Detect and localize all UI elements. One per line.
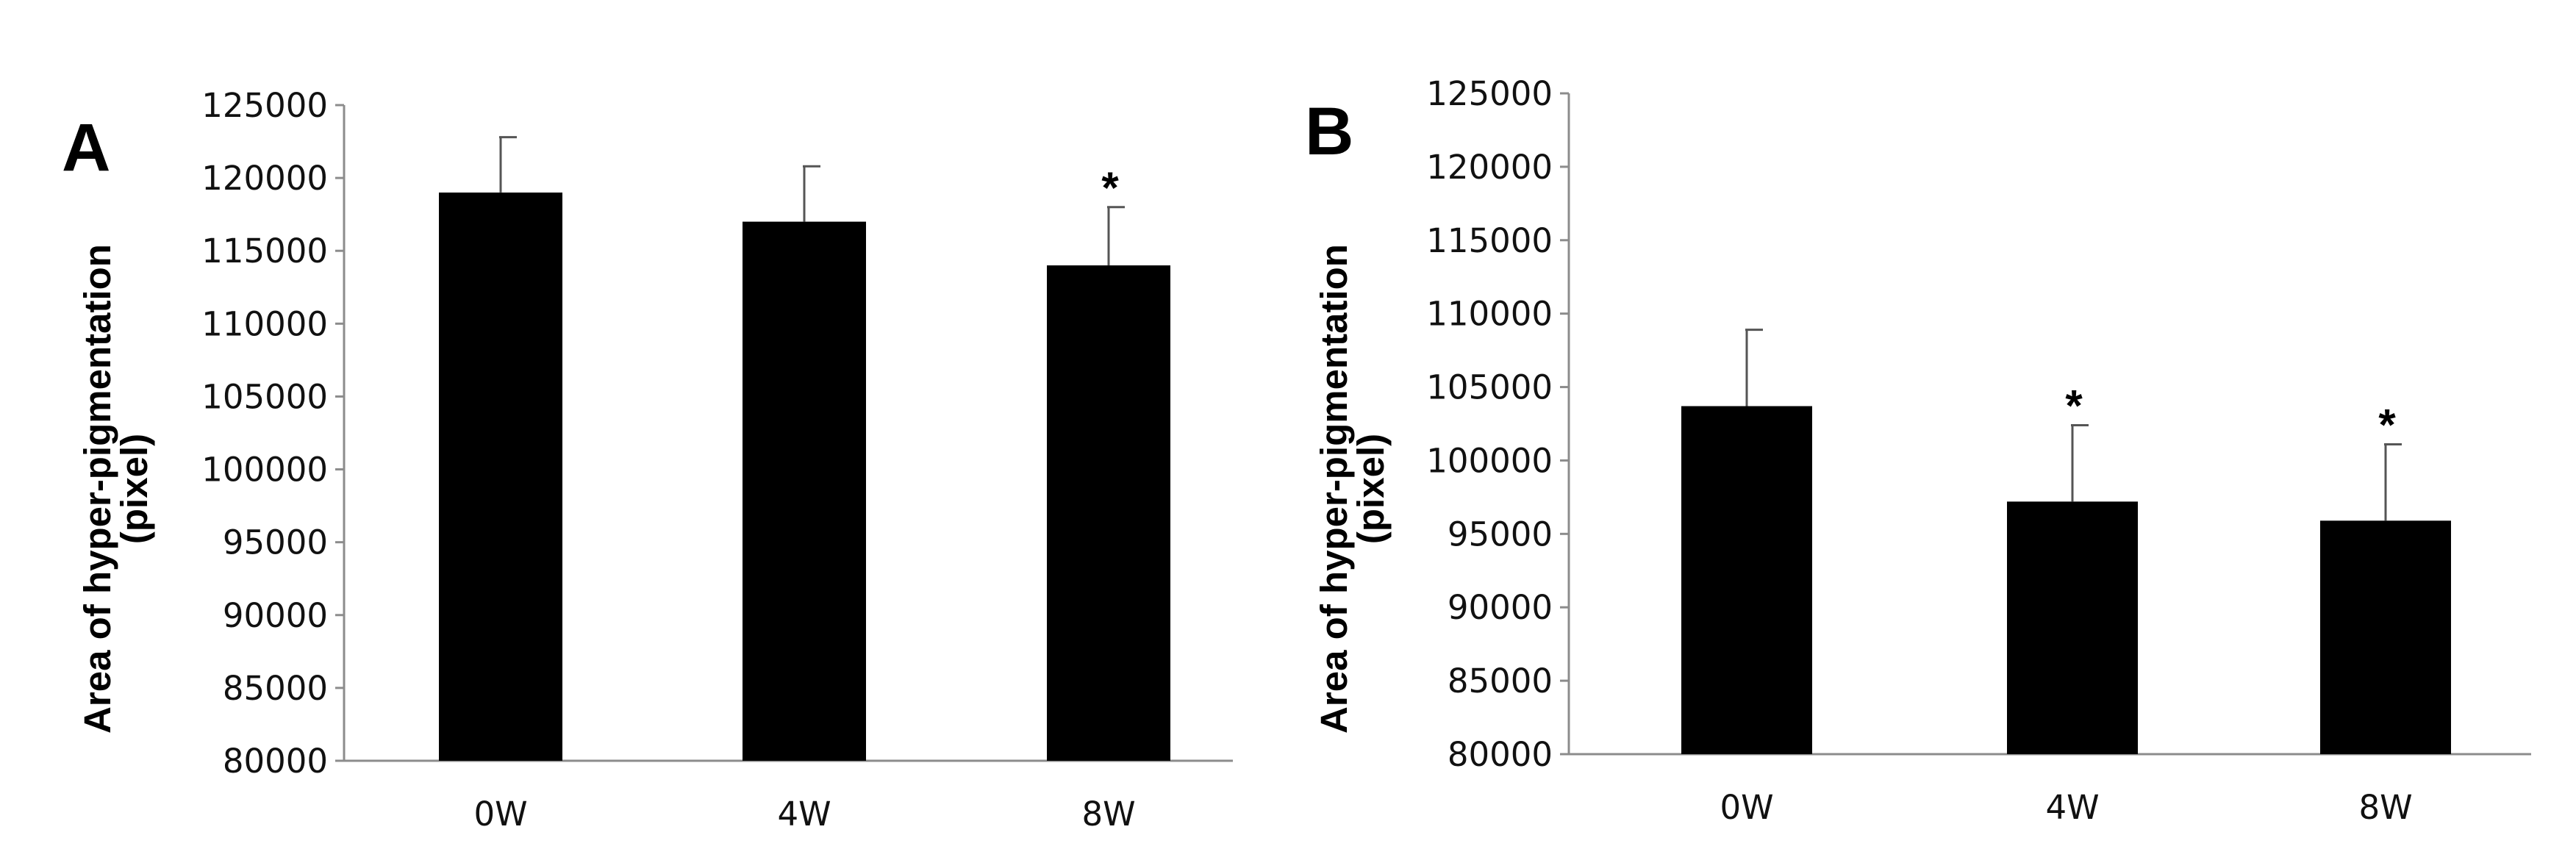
panel-b-y-tick-label: 95000 — [1448, 515, 1553, 553]
panel-a-y-tick-label: 90000 — [223, 596, 328, 635]
panel-a-bar-0w — [439, 192, 562, 761]
panel-b-y-tick-label: 125000 — [1426, 74, 1553, 113]
panel-b-y-tick-label: 110000 — [1426, 295, 1553, 334]
panel-b-y-tick-label: 80000 — [1448, 735, 1553, 774]
panel-b-plot-area: 80000 85000 90000 95000 100000 105000 110000 11… — [1426, 74, 2531, 827]
panel-b-x-tick-label: 0W — [1720, 788, 1773, 827]
panel-b-x-tick-label: 4W — [2045, 788, 2099, 827]
panel-a-letter: A — [62, 110, 110, 185]
panel-b-y-tick-label: 120000 — [1426, 148, 1553, 187]
panel-a-bar-8w — [1047, 265, 1170, 761]
panel-b-chart: B Area of hyper-pigmentation (pixel) 800… — [1305, 74, 2531, 827]
panel-a-y-axis-title: Area of hyper-pigmentation — [76, 244, 118, 734]
panel-a-y-tick-label: 125000 — [201, 86, 328, 125]
panel-b-x-tick-label: 8W — [2358, 788, 2412, 827]
panel-b-y-tick-label: 105000 — [1426, 368, 1553, 407]
panel-b-bar-0w — [1681, 406, 1812, 754]
panel-a-y-tick-label: 110000 — [201, 304, 328, 343]
panel-a-y-tick-label: 85000 — [223, 669, 328, 708]
panel-a-chart: A Area of hyper-pigmentation (pixel) 800… — [62, 86, 1233, 834]
panel-b-y-tick-label: 100000 — [1426, 441, 1553, 480]
panel-a-y-tick-label: 95000 — [223, 523, 328, 562]
panel-b-letter: B — [1305, 94, 1353, 169]
panel-b-y-axis-title: Area of hyper-pigmentation — [1313, 244, 1355, 734]
panel-a-y-tick-label: 80000 — [223, 742, 328, 781]
panel-b-y-tick-label: 115000 — [1426, 221, 1553, 260]
panel-a-x-tick-label: 0W — [473, 795, 527, 834]
panel-b-bar-4w — [2007, 501, 2138, 754]
panel-a-x-tick-label: 4W — [777, 795, 831, 834]
panel-b-y-axis-unit: (pixel) — [1350, 434, 1392, 544]
panel-a-significance-marker: * — [1101, 163, 1119, 212]
panel-a-y-tick-label: 105000 — [201, 377, 328, 416]
panel-a-y-tick-label: 115000 — [201, 232, 328, 270]
panel-a-y-tick-label: 100000 — [201, 451, 328, 490]
panel-a-y-tick-label: 120000 — [201, 159, 328, 198]
panel-b-significance-marker: * — [2065, 381, 2083, 430]
panel-a-x-tick-label: 8W — [1081, 795, 1135, 834]
panel-b-y-tick-label: 90000 — [1448, 588, 1553, 627]
panel-b-bar-8w — [2320, 520, 2451, 754]
panel-b-significance-marker: * — [2378, 400, 2396, 449]
panel-a-y-axis-unit: (pixel) — [113, 434, 155, 544]
panel-a-plot-area: 80000 85000 90000 95000 100000 105000 110000 11… — [201, 86, 1233, 834]
panel-a-bar-4w — [743, 221, 866, 762]
panel-b-y-tick-label: 85000 — [1448, 662, 1553, 700]
